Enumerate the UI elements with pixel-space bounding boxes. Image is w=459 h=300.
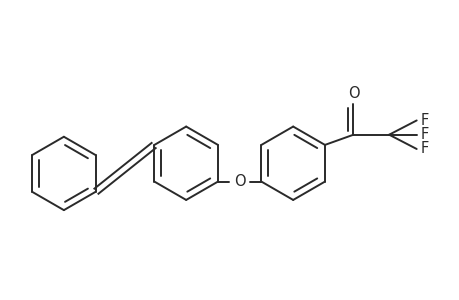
Text: F: F	[420, 142, 428, 157]
Text: O: O	[233, 174, 245, 189]
Text: F: F	[420, 113, 428, 128]
Text: F: F	[420, 127, 428, 142]
Text: O: O	[347, 86, 358, 101]
